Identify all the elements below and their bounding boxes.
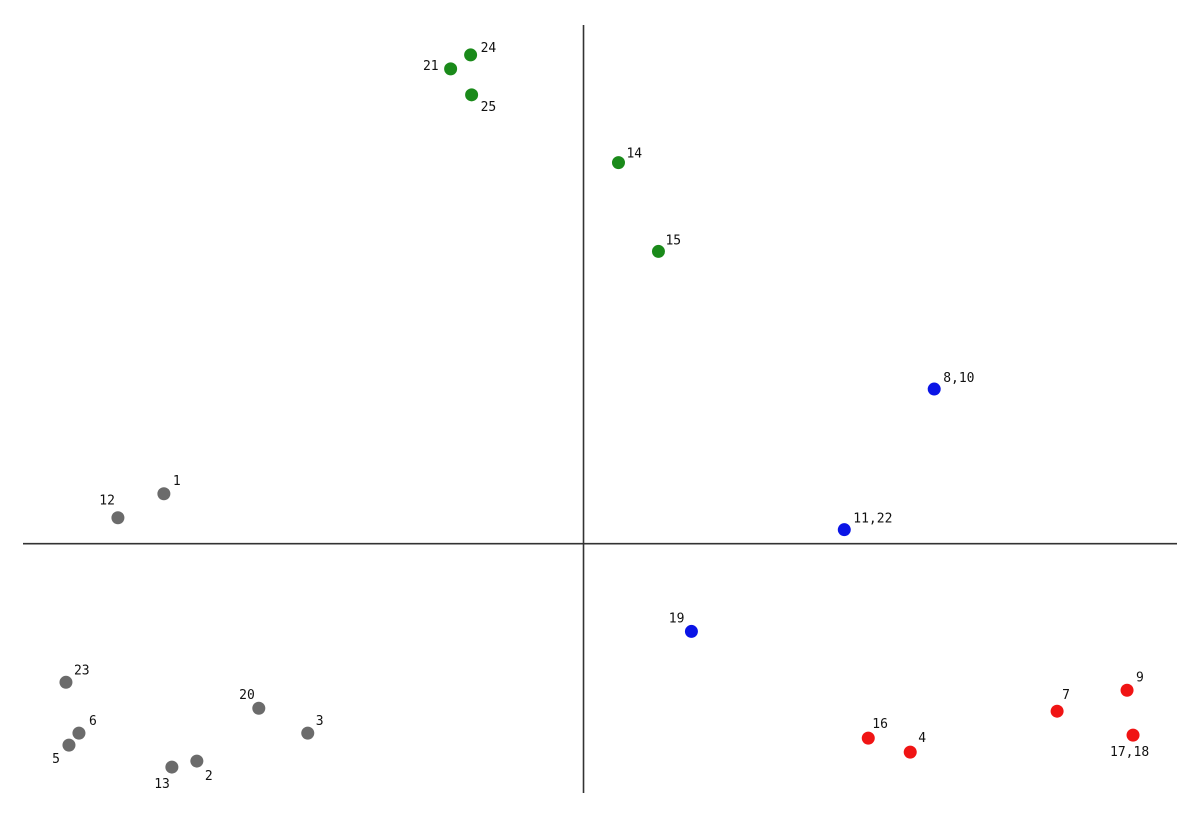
point-label: 21 — [423, 59, 439, 74]
data-point — [464, 48, 478, 62]
data-point — [72, 726, 86, 740]
point-label: 15 — [665, 233, 681, 248]
point-label: 17,18 — [1110, 745, 1149, 760]
data-point — [1050, 704, 1064, 718]
data-point — [837, 523, 851, 537]
labels-layer: 1 12 23 6 5 20 3 13 2 21 24 25 14 15 8,10 11,22 19 16 4 7 9 1… — [52, 41, 1149, 792]
point-label: 12 — [99, 494, 115, 509]
data-point — [903, 745, 917, 759]
data-point — [1126, 728, 1140, 742]
point-label: 19 — [669, 611, 685, 626]
data-point — [465, 88, 479, 102]
data-point — [611, 156, 625, 170]
point-label: 20 — [239, 688, 255, 703]
point-label: 13 — [154, 777, 170, 792]
point-label: 2 — [205, 769, 213, 784]
point-label: 24 — [481, 41, 497, 56]
data-point — [1120, 683, 1134, 697]
point-label: 3 — [316, 714, 324, 729]
data-point — [190, 754, 204, 768]
data-point — [684, 624, 698, 638]
point-label: 14 — [626, 147, 642, 162]
point-label: 9 — [1136, 670, 1144, 685]
data-point — [165, 760, 179, 774]
point-label: 8,10 — [943, 371, 974, 386]
point-label: 6 — [89, 714, 97, 729]
point-label: 11,22 — [853, 512, 892, 527]
data-point — [651, 244, 665, 258]
points-layer — [59, 48, 1140, 774]
data-point — [301, 726, 315, 740]
point-label: 5 — [52, 752, 60, 767]
data-point — [927, 382, 941, 396]
data-point — [444, 62, 458, 76]
data-point — [157, 487, 171, 501]
point-label: 23 — [74, 663, 90, 678]
data-point — [59, 675, 73, 689]
data-point — [252, 701, 266, 715]
point-label: 16 — [872, 717, 888, 732]
data-point — [62, 738, 76, 752]
data-point — [111, 511, 125, 525]
point-label: 4 — [918, 731, 926, 746]
point-label: 7 — [1062, 688, 1070, 703]
data-point — [861, 731, 875, 745]
point-label: 25 — [481, 100, 497, 115]
point-label: 1 — [173, 474, 181, 489]
